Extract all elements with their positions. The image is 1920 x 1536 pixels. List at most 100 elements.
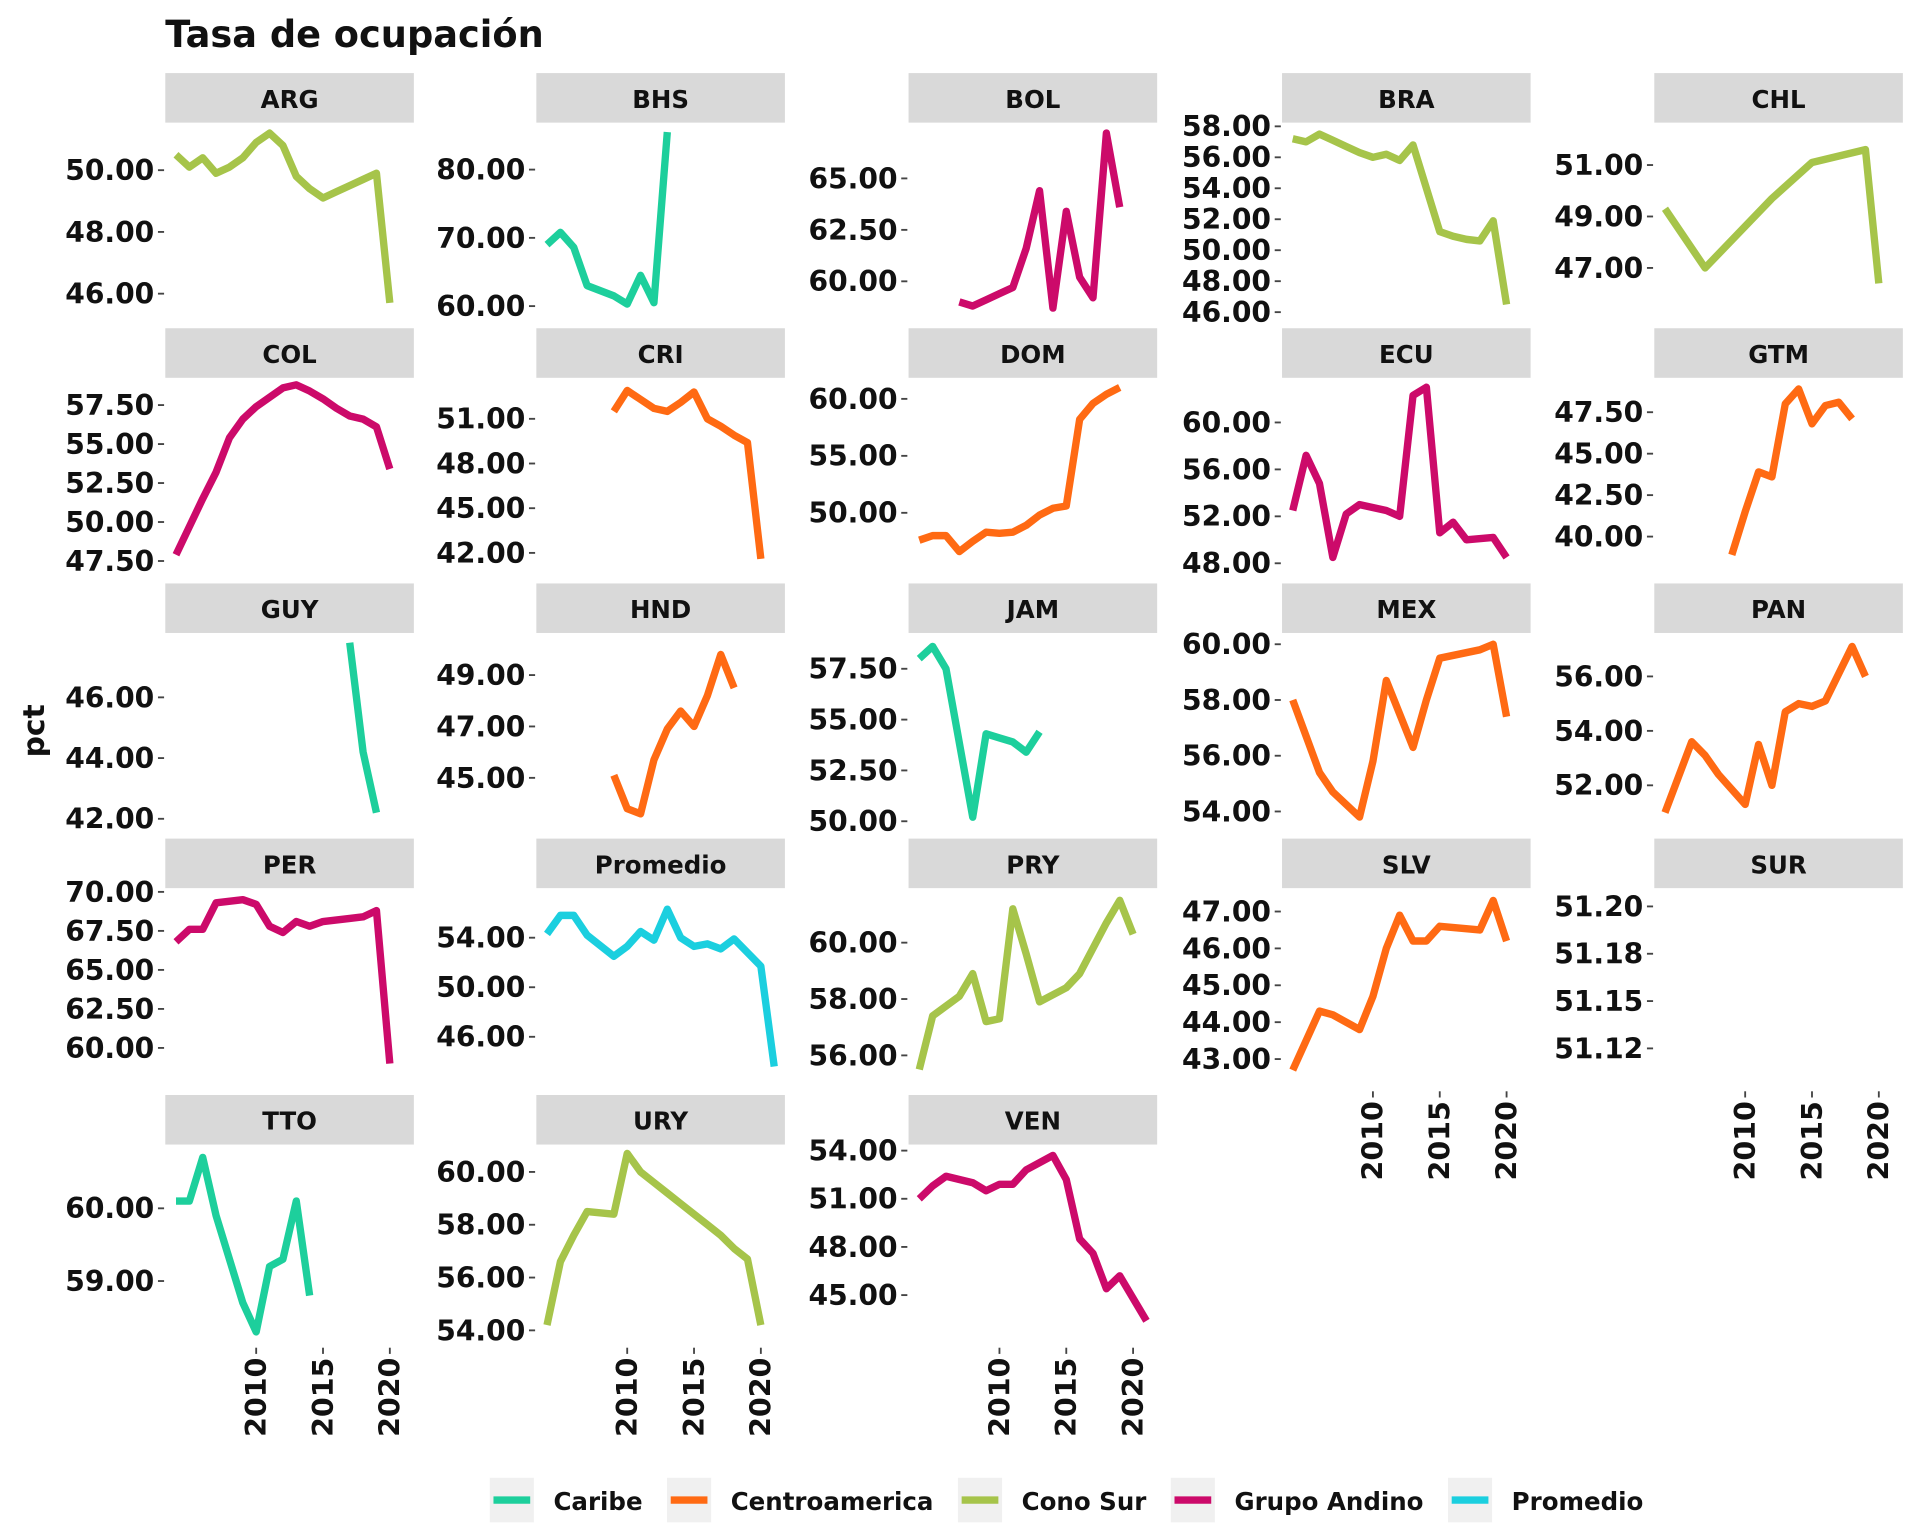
series-line <box>915 896 1137 1071</box>
strip-label: CHL <box>1752 85 1806 114</box>
y-tick-label: 57.50 <box>65 389 154 422</box>
series-line <box>1291 130 1511 306</box>
strip <box>1654 583 1903 633</box>
y-tick-label: 58.00 <box>809 983 898 1016</box>
strip <box>908 838 1158 889</box>
y-tick-label: 43.00 <box>1182 1043 1271 1076</box>
y-tick-label: 47.50 <box>65 545 154 578</box>
y-tick-label: 54.00 <box>809 1134 898 1167</box>
y-tick-label: 52.00 <box>1182 203 1271 236</box>
x-tick-label: 2020 <box>374 1358 407 1437</box>
y-tick-label: 47.00 <box>1182 895 1271 928</box>
x-tick-label: 2020 <box>1491 1101 1524 1180</box>
series-line <box>172 381 394 557</box>
strip <box>165 583 414 633</box>
y-tick-label: 46.00 <box>65 277 154 310</box>
y-tick-label: 46.00 <box>1182 932 1271 965</box>
x-tick-label: 2010 <box>983 1358 1016 1437</box>
y-tick-label: 50.00 <box>65 154 154 187</box>
strip-label: VEN <box>1005 1107 1061 1136</box>
y-tick-label: 52.50 <box>809 754 898 787</box>
strip <box>165 73 414 123</box>
strip-label: URY <box>633 1107 689 1136</box>
series-line <box>173 129 394 304</box>
y-tick-label: 57.50 <box>809 653 898 686</box>
x-tick-label: 2015 <box>1424 1101 1457 1180</box>
y-tick-label: 49.00 <box>436 659 525 692</box>
y-tick-label: 56.00 <box>1554 660 1643 693</box>
x-tick-label: 2010 <box>1729 1101 1762 1180</box>
y-tick-label: 56.00 <box>436 1261 525 1294</box>
series-line <box>175 1153 314 1336</box>
y-tick-label: 45.00 <box>1182 969 1271 1002</box>
y-tick-label: 56.00 <box>1182 739 1271 772</box>
y-axis-label: pct <box>17 704 51 757</box>
strip-label: PER <box>263 850 317 879</box>
y-tick-label: 56.00 <box>1182 453 1271 486</box>
series-line <box>918 384 1122 556</box>
series-line <box>1289 640 1511 821</box>
x-tick-label: 2010 <box>611 1358 644 1437</box>
strip-label: CRI <box>638 340 684 369</box>
series-line <box>1289 896 1511 1072</box>
strip-label: ARG <box>261 85 319 114</box>
y-tick-label: 42.00 <box>436 537 525 570</box>
y-tick-label: 51.18 <box>1554 938 1643 971</box>
strip <box>165 838 414 889</box>
y-tick-label: 54.00 <box>1182 172 1271 205</box>
series-line <box>346 642 381 814</box>
x-tick-label: 2015 <box>307 1358 340 1437</box>
y-tick-label: 60.00 <box>65 1192 154 1225</box>
strip-label: COL <box>262 340 317 369</box>
y-tick-label: 60.00 <box>1182 628 1271 661</box>
y-tick-label: 50.00 <box>436 971 525 1004</box>
y-tick-label: 62.50 <box>809 214 898 247</box>
strip <box>1282 583 1531 633</box>
legend-label: Cono Sur <box>1022 1487 1148 1516</box>
x-tick-label: 2020 <box>1117 1358 1150 1437</box>
strip-label: BRA <box>1378 85 1434 114</box>
series-line <box>543 1149 765 1326</box>
strip-label: GUY <box>261 595 320 624</box>
y-tick-label: 55.00 <box>65 428 154 461</box>
y-tick-label: 51.15 <box>1554 985 1643 1018</box>
series-line <box>610 386 765 560</box>
series-line <box>173 895 394 1064</box>
y-tick-label: 60.00 <box>809 265 898 298</box>
y-tick-label: 48.00 <box>1182 265 1271 298</box>
strip <box>1282 73 1531 123</box>
x-tick-label: 2020 <box>1863 1101 1896 1180</box>
y-tick-label: 51.00 <box>436 403 525 436</box>
legend-label: Centroamerica <box>731 1487 934 1516</box>
y-tick-label: 40.00 <box>1554 520 1643 553</box>
y-tick-label: 48.00 <box>1182 547 1271 580</box>
y-tick-label: 46.00 <box>65 681 154 714</box>
strip-label: HND <box>630 595 691 624</box>
strip <box>536 1095 785 1145</box>
strip-label: BHS <box>632 85 689 114</box>
x-tick-label: 2015 <box>1050 1358 1083 1437</box>
series-line <box>610 650 738 818</box>
strip-label: TTO <box>262 1107 317 1136</box>
y-tick-label: 59.00 <box>65 1265 154 1298</box>
x-tick-label: 2015 <box>1796 1101 1829 1180</box>
strip <box>908 328 1158 378</box>
y-tick-label: 47.00 <box>1554 252 1643 285</box>
y-tick-label: 42.00 <box>65 803 154 836</box>
strip <box>536 583 785 633</box>
strip <box>536 838 785 889</box>
y-tick-label: 48.00 <box>65 216 154 249</box>
y-tick-label: 51.20 <box>1554 890 1643 923</box>
strip-label: SUR <box>1750 850 1806 879</box>
x-tick-label: 2010 <box>240 1358 273 1437</box>
y-tick-label: 60.00 <box>809 383 898 416</box>
y-tick-label: 58.00 <box>1182 110 1271 143</box>
series-line <box>958 129 1124 312</box>
series-line <box>916 642 1043 821</box>
y-tick-label: 44.00 <box>65 742 154 775</box>
y-tick-label: 60.00 <box>1182 406 1271 439</box>
y-tick-label: 65.00 <box>65 954 154 987</box>
legend-label: Caribe <box>553 1487 642 1516</box>
y-tick-label: 51.12 <box>1554 1032 1643 1065</box>
strip-label: PAN <box>1751 595 1806 624</box>
